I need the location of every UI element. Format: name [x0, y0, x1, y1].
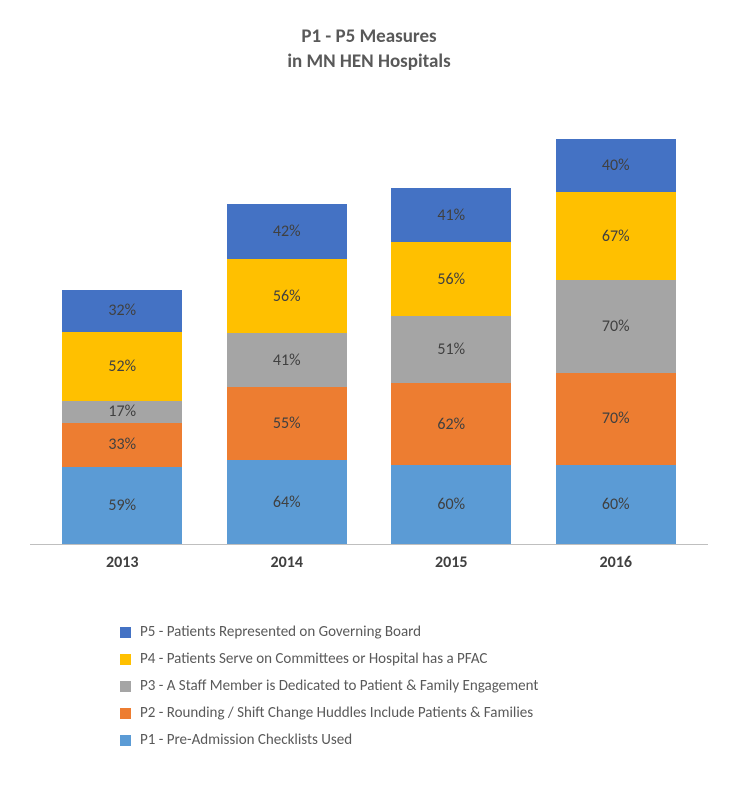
legend-label-p5: P5 - Patients Represented on Governing B… [140, 623, 421, 641]
chart-container: P1 - P5 Measures in MN HEN Hospitals 59%… [0, 0, 738, 800]
title-line-2: in MN HEN Hospitals [30, 50, 708, 75]
seg-label: 41% [437, 206, 465, 225]
seg-2016-p4: 67% [556, 192, 676, 280]
legend-swatch-p3 [120, 681, 131, 692]
stack-2014: 64% 55% 41% 56% 42% [227, 204, 347, 545]
seg-label: 70% [602, 409, 630, 428]
stack-2013: 59% 33% 17% 52% 32% [62, 290, 182, 545]
bar-2016: 60% 70% 70% 67% 40% [556, 139, 676, 544]
seg-label: 42% [273, 222, 301, 241]
legend-swatch-p4 [120, 654, 131, 665]
seg-2016-p5: 40% [556, 139, 676, 192]
legend-item-p3: P3 - A Staff Member is Dedicated to Pati… [120, 677, 658, 695]
bar-2015: 60% 62% 51% 56% 41% [391, 188, 511, 544]
seg-2013-p4: 52% [62, 332, 182, 401]
seg-label: 55% [273, 414, 301, 433]
legend-item-p2: P2 - Rounding / Shift Change Huddles Inc… [120, 704, 658, 722]
seg-2013-p1: 59% [62, 467, 182, 545]
seg-2015-p4: 56% [391, 242, 511, 316]
seg-label: 52% [108, 357, 136, 376]
x-axis-labels: 2013 2014 2015 2016 [30, 544, 708, 572]
legend-item-p5: P5 - Patients Represented on Governing B… [120, 623, 658, 641]
seg-2014-p1: 64% [227, 460, 347, 544]
seg-2015-p1: 60% [391, 465, 511, 544]
seg-2016-p3: 70% [556, 280, 676, 372]
seg-label: 51% [437, 340, 465, 359]
legend-swatch-p1 [120, 735, 131, 746]
seg-label: 33% [108, 435, 136, 454]
legend-swatch-p5 [120, 627, 131, 638]
seg-2015-p5: 41% [391, 188, 511, 242]
stack-2015: 60% 62% 51% 56% 41% [391, 188, 511, 544]
seg-label: 32% [108, 301, 136, 320]
legend-label-p3: P3 - A Staff Member is Dedicated to Pati… [140, 677, 538, 695]
x-label-2013: 2013 [62, 553, 182, 572]
bars-row: 59% 33% 17% 52% 32% 64% 55% 41% 56% 42% [30, 104, 708, 544]
seg-2014-p5: 42% [227, 204, 347, 259]
seg-label: 59% [108, 496, 136, 515]
title-line-1: P1 - P5 Measures [30, 25, 708, 50]
seg-label: 70% [602, 317, 630, 336]
seg-2014-p3: 41% [227, 333, 347, 387]
legend-swatch-p2 [120, 708, 131, 719]
x-label-2014: 2014 [227, 553, 347, 572]
seg-label: 64% [273, 493, 301, 512]
seg-label: 60% [437, 495, 465, 514]
legend-label-p4: P4 - Patients Serve on Committees or Hos… [140, 650, 487, 668]
seg-2013-p5: 32% [62, 290, 182, 332]
seg-label: 56% [273, 287, 301, 306]
seg-2016-p2: 70% [556, 373, 676, 465]
seg-label: 41% [273, 351, 301, 370]
bar-2013: 59% 33% 17% 52% 32% [62, 290, 182, 545]
plot-area: 59% 33% 17% 52% 32% 64% 55% 41% 56% 42% [30, 104, 708, 574]
seg-label: 40% [602, 156, 630, 175]
x-label-2016: 2016 [556, 553, 676, 572]
stack-2016: 60% 70% 70% 67% 40% [556, 139, 676, 544]
seg-label: 62% [437, 415, 465, 434]
legend-label-p1: P1 - Pre-Admission Checklists Used [140, 731, 352, 749]
chart-title: P1 - P5 Measures in MN HEN Hospitals [30, 25, 708, 74]
seg-2016-p1: 60% [556, 465, 676, 544]
seg-2013-p2: 33% [62, 423, 182, 467]
legend-item-p1: P1 - Pre-Admission Checklists Used [120, 731, 658, 749]
bar-2014: 64% 55% 41% 56% 42% [227, 204, 347, 545]
seg-label: 67% [602, 227, 630, 246]
seg-2013-p3: 17% [62, 401, 182, 423]
legend-item-p4: P4 - Patients Serve on Committees or Hos… [120, 650, 658, 668]
seg-label: 56% [437, 270, 465, 289]
seg-label: 17% [108, 402, 136, 421]
seg-2014-p4: 56% [227, 259, 347, 333]
x-label-2015: 2015 [391, 553, 511, 572]
seg-2015-p2: 62% [391, 383, 511, 465]
seg-2014-p2: 55% [227, 387, 347, 460]
legend-label-p2: P2 - Rounding / Shift Change Huddles Inc… [140, 704, 533, 722]
seg-label: 60% [602, 495, 630, 514]
seg-2015-p3: 51% [391, 316, 511, 383]
legend: P5 - Patients Represented on Governing B… [30, 604, 708, 768]
